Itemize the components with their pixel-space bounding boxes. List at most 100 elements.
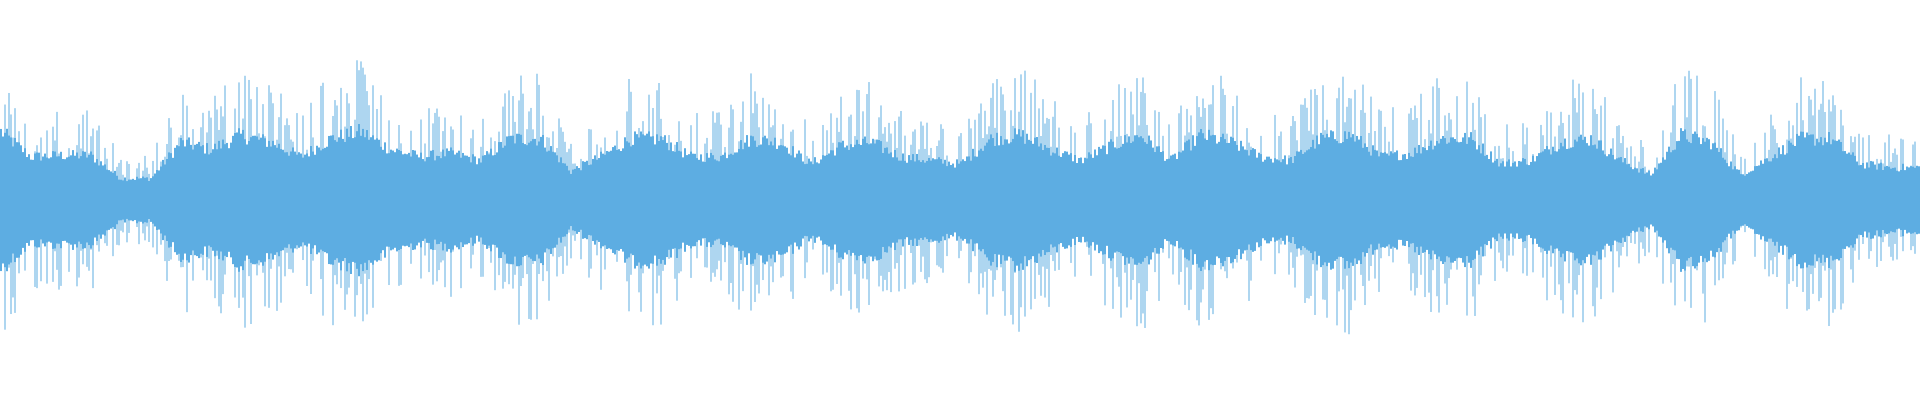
waveform-peak-bar <box>90 136 92 250</box>
waveform-body-bar <box>1710 149 1712 251</box>
waveform-body-bar <box>950 165 952 235</box>
waveform-peak-bar <box>1600 105 1602 300</box>
waveform-peak-bar <box>1612 138 1614 293</box>
waveform-peak-bar <box>1726 130 1728 253</box>
waveform-peak-bar <box>106 158 108 246</box>
waveform-body-bar <box>700 154 702 246</box>
waveform-peak-bar <box>1914 141 1916 254</box>
waveform-peak-bar <box>1002 94 1004 292</box>
waveform-peak-bar <box>472 129 474 255</box>
waveform-peak-bar <box>660 118 662 325</box>
waveform-peak-bar <box>542 115 544 282</box>
waveform-peak-bar <box>1052 116 1054 262</box>
waveform-peak-bar <box>148 173 150 242</box>
waveform-peak-bar <box>1912 144 1914 247</box>
waveform-peak-bar <box>56 111 58 270</box>
waveform-body-bar <box>1340 143 1342 257</box>
waveform-peak-bar <box>1830 111 1832 270</box>
waveform-body-bar <box>254 135 256 265</box>
waveform-body-bar <box>226 142 228 258</box>
waveform-body-bar <box>1636 168 1638 232</box>
waveform-peak-bar <box>242 118 244 298</box>
waveform-body-bar <box>20 145 22 255</box>
waveform-body-bar <box>876 139 878 261</box>
waveform-peak-bar <box>10 114 12 315</box>
waveform-peak-bar <box>92 128 94 289</box>
waveform-body-bar <box>22 152 24 248</box>
waveform-peak-bar <box>1144 93 1146 328</box>
waveform-body-bar <box>62 159 64 241</box>
waveform-peak-bar <box>1354 89 1356 301</box>
waveform-peak-bar <box>1380 110 1382 259</box>
waveform-peak-bar <box>1558 125 1560 285</box>
waveform-body-bar <box>1698 137 1700 263</box>
waveform-peak-bar <box>552 131 554 257</box>
waveform-body-bar <box>948 161 950 239</box>
waveform-peak-bar <box>942 128 944 273</box>
waveform-body-bar <box>464 155 466 245</box>
waveform-peak-bar <box>938 140 940 267</box>
waveform-peak-bar <box>156 142 158 255</box>
waveform-body-bar <box>1270 158 1272 242</box>
waveform-peak-bar <box>280 93 282 303</box>
waveform-body-bar <box>1766 158 1768 242</box>
waveform-body-bar <box>252 135 254 265</box>
waveform-body-bar <box>636 134 638 266</box>
waveform-body-bar <box>1918 166 1920 234</box>
waveform-peak-bar <box>76 145 78 287</box>
waveform-peak-bar <box>758 127 760 294</box>
waveform-body-bar <box>612 147 614 253</box>
waveform-peak-bar <box>1576 112 1578 295</box>
waveform-peak-bar <box>894 121 896 269</box>
waveform-body-bar <box>1372 145 1374 255</box>
waveform-peak-bar <box>1202 98 1204 290</box>
waveform-body-bar <box>1872 161 1874 239</box>
waveform-peak-bar <box>24 123 26 271</box>
waveform-body-bar <box>1398 160 1400 240</box>
waveform-body-bar <box>316 145 318 255</box>
waveform-peak-bar <box>1618 125 1620 268</box>
waveform-body-bar <box>1736 169 1738 231</box>
waveform-peak-bar <box>978 113 980 295</box>
waveform-peak-bar <box>1882 163 1884 243</box>
waveform-body-bar <box>778 145 780 255</box>
waveform-peak-bar <box>250 99 252 325</box>
waveform-peak-bar <box>216 109 218 256</box>
waveform-peak-bar <box>858 90 860 313</box>
waveform-peak-bar <box>1308 130 1310 299</box>
waveform-body-bar <box>328 135 330 265</box>
waveform-peak-bar <box>410 130 412 264</box>
waveform-body-bar <box>534 138 536 262</box>
waveform-peak-bar <box>98 125 100 252</box>
waveform-peak-bar <box>366 91 368 315</box>
waveform-body-bar <box>418 157 420 243</box>
waveform-peak-bar <box>1124 88 1126 273</box>
waveform-body-bar <box>796 153 798 247</box>
waveform-body-bar <box>30 159 32 241</box>
waveform-peak-bar <box>812 140 814 250</box>
waveform-peak-bar <box>1344 122 1346 333</box>
waveform-peak-bar <box>822 124 824 275</box>
waveform-body-bar <box>670 142 672 258</box>
waveform-body-bar <box>324 147 326 253</box>
waveform-peak-bar <box>1810 99 1812 275</box>
waveform-body-bar <box>1654 167 1656 233</box>
waveform-peak-bar <box>1338 87 1340 292</box>
waveform-body-bar <box>1244 149 1246 251</box>
waveform-peak-bar <box>52 126 54 282</box>
waveform-peak-bar <box>1204 108 1206 270</box>
waveform-peak-bar <box>434 112 436 250</box>
waveform-peak-bar <box>8 92 10 268</box>
waveform-peak-bar <box>1500 158 1502 261</box>
waveform-body-bar <box>1570 147 1572 253</box>
waveform-body-bar <box>956 159 958 241</box>
waveform-body-bar <box>1614 159 1616 241</box>
waveform-body-bar <box>1262 161 1264 239</box>
waveform-body-bar <box>1504 166 1506 234</box>
waveform-peak-bar <box>1896 154 1898 260</box>
waveform-peak-bar <box>376 108 378 262</box>
waveform-body-bar <box>94 162 96 238</box>
waveform-peak-bar <box>358 70 360 277</box>
waveform-peak-bar <box>122 174 124 233</box>
